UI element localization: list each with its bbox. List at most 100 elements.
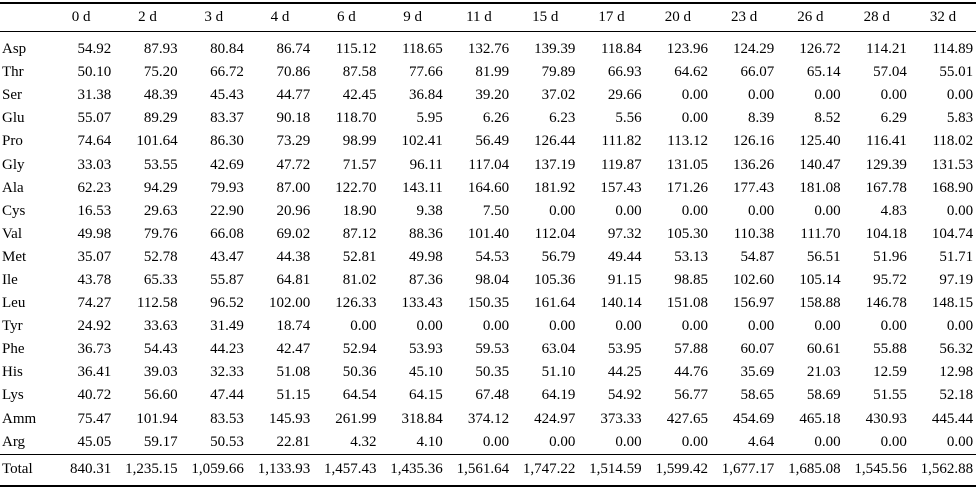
column-header: 11 d [466,9,492,25]
table-cell: 4.10 [416,433,443,450]
total-cell: 1,562.88 [920,461,974,478]
table-cell: 133.43 [401,295,443,312]
table-cell: 124.29 [733,41,775,58]
table-cell: 97.32 [607,225,642,242]
table-cell: 83.37 [210,110,244,127]
table-cell: 105.14 [799,271,841,288]
table-row: Lys 40.72 56.60 47.44 51.15 64.54 64.15 67.48 64… [0,384,976,407]
table-cell: 54.87 [740,248,775,265]
table-cell: 56.79 [541,248,576,265]
table-cell: 67.48 [475,387,510,404]
table-cell: 111.70 [800,225,841,242]
table-cell: 62.23 [77,179,112,196]
table-cell: 53.95 [607,341,642,358]
table-cell: 0.00 [814,318,841,335]
table-cell: 54.92 [77,41,112,58]
row-label: His [2,364,23,381]
table-cell: 50.35 [475,364,510,381]
table-cell: 12.59 [873,364,907,381]
table-cell: 445.44 [931,410,974,427]
table-cell: 87.36 [409,271,443,288]
table-cell: 56.60 [143,387,178,404]
table-row: Phe 36.73 54.43 44.23 42.47 52.94 53.93 59.53 63… [0,338,976,361]
table-cell: 12.98 [939,364,974,381]
table-cell: 33.03 [77,156,112,173]
table-cell: 0.00 [880,318,907,335]
table-cell: 140.14 [600,295,642,312]
table-cell: 0.00 [615,318,642,335]
table-cell: 261.99 [335,410,377,427]
table-cell: 374.12 [467,410,510,427]
table-cell: 45.43 [210,87,244,104]
row-label: Tyr [2,318,23,335]
table-cell: 118.65 [402,41,443,58]
total-cell: 1,133.93 [257,461,311,478]
table-cell: 52.18 [939,387,974,404]
table-cell: 60.07 [740,341,775,358]
table-cell: 44.25 [607,364,642,381]
table-cell: 95.72 [873,271,907,288]
table-cell: 49.98 [409,248,443,265]
table-cell: 59.17 [143,433,178,450]
table-cell: 64.15 [409,387,443,404]
table-cell: 75.20 [143,64,178,81]
table-cell: 36.41 [77,364,112,381]
table-cell: 22.81 [276,433,311,450]
table-cell: 64.54 [342,387,377,404]
total-label: Total [2,461,33,478]
table-cell: 168.90 [931,179,974,196]
row-label: Cys [2,202,26,219]
column-header: 26 d [797,9,824,25]
table-cell: 65.14 [806,64,841,81]
table-cell: 105.36 [534,271,576,288]
table-cell: 87.12 [342,225,377,242]
column-header: 20 d [664,9,691,25]
table-cell: 54.92 [607,387,642,404]
table-cell: 126.72 [799,41,841,58]
table-cell: 0.00 [681,202,708,219]
table-cell: 161.64 [534,295,576,312]
row-label: Amm [2,410,37,427]
table-cell: 171.26 [666,179,708,196]
table-cell: 0.00 [549,202,576,219]
total-cell: 1,545.56 [854,461,907,478]
table-cell: 102.41 [401,133,443,150]
table-cell: 116.41 [866,133,907,150]
table-cell: 51.10 [541,364,576,381]
table-cell: 4.32 [350,433,377,450]
table-cell: 79.89 [541,64,576,81]
table-cell: 0.00 [748,202,775,219]
table-cell: 50.53 [210,433,244,450]
column-header: 4 d [270,9,290,25]
table-cell: 87.58 [342,64,377,81]
table-cell: 132.76 [467,41,510,58]
table-cell: 87.00 [276,179,311,196]
table-cell: 33.63 [143,318,178,335]
total-cell: 1,235.15 [125,461,178,478]
table-cell: 31.38 [77,87,112,104]
table-cell: 0.00 [946,202,974,219]
table-cell: 119.87 [600,156,642,173]
table-cell: 115.12 [335,41,377,58]
table-cell: 114.89 [932,41,974,58]
table-row: Asp 54.92 87.93 80.84 86.74 115.12 118.65 132.7… [0,32,976,62]
column-header: 3 d [204,9,224,25]
total-cell: 1,677.17 [721,461,775,478]
total-cell: 1,561.64 [456,461,510,478]
table-cell: 90.18 [276,110,311,127]
table-cell: 42.47 [276,341,311,358]
table-row: Tyr 24.92 33.63 31.49 18.74 0.00 0.00 0.00 0.00 0… [0,315,976,338]
table-cell: 0.00 [350,318,377,335]
table-cell: 0.00 [946,433,974,450]
table-cell: 55.01 [939,64,974,81]
table-cell: 39.03 [143,364,178,381]
table-cell: 56.51 [806,248,841,265]
table-cell: 143.11 [402,179,443,196]
table-cell: 66.93 [607,64,642,81]
row-label: Gly [2,156,25,173]
table-cell: 113.12 [667,133,708,150]
table-cell: 59.53 [475,341,510,358]
table-cell: 0.00 [482,318,510,335]
table-cell: 0.00 [681,318,708,335]
table-cell: 35.07 [77,248,112,265]
